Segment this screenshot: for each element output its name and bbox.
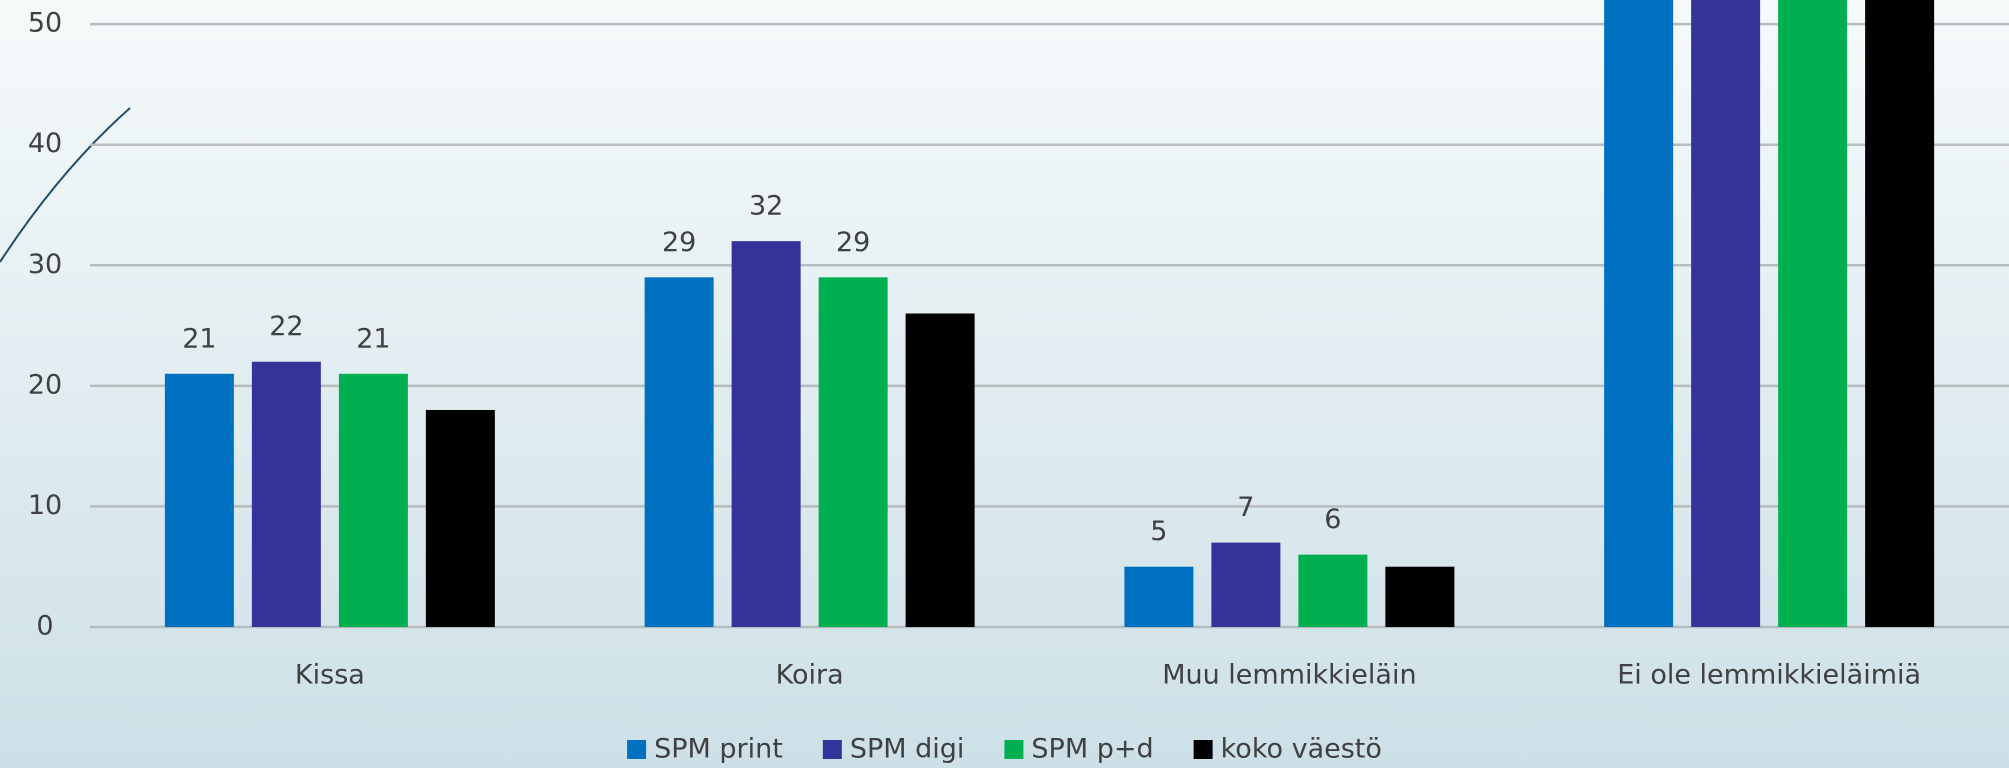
- bar: [1778, 0, 1848, 627]
- legend-swatch: [822, 740, 842, 759]
- data-label: 21: [182, 323, 216, 354]
- bar: [818, 277, 888, 627]
- data-label: 21: [356, 323, 390, 354]
- x-tick-label: Kissa: [295, 660, 365, 691]
- y-tick-label: 30: [28, 249, 62, 280]
- legend-label: koko väestö: [1221, 734, 1382, 765]
- y-tick-label: 10: [28, 490, 62, 521]
- decoration: [0, 107, 131, 263]
- legend-swatch: [1193, 740, 1213, 759]
- bar: [338, 373, 408, 627]
- y-tick-label: 20: [28, 369, 62, 400]
- data-label: 32: [749, 191, 783, 222]
- bar: [1298, 554, 1368, 627]
- bar: [644, 277, 714, 627]
- bar: [1604, 0, 1674, 627]
- data-label: 7: [1237, 492, 1254, 523]
- data-label: 29: [662, 227, 696, 258]
- plot-area: 212221293229576535253: [164, 0, 1935, 628]
- bar: [164, 373, 234, 627]
- bar: [731, 241, 801, 627]
- bar: [425, 409, 495, 627]
- legend-label: SPM digi: [850, 734, 965, 765]
- legend-label: SPM p+d: [1031, 734, 1153, 765]
- grid: 0 10 20 30 40 50 Kissa Koira Muu lemmikkieläin Ei…: [28, 8, 2009, 691]
- x-tick-label: Ei ole lemmikkieläimiä: [1617, 660, 1921, 691]
- y-tick-label: 0: [36, 611, 53, 642]
- bar: [905, 313, 975, 627]
- legend-swatch: [1004, 740, 1024, 759]
- bar: [1211, 542, 1281, 627]
- x-tick-label: Koira: [776, 660, 844, 691]
- data-label: 22: [269, 311, 303, 342]
- bar: [1385, 566, 1455, 627]
- legend-swatch: [627, 740, 647, 759]
- bar: [1865, 0, 1935, 628]
- y-tick-label: 50: [28, 8, 62, 39]
- data-label: 29: [836, 227, 870, 258]
- legend-label: SPM print: [654, 734, 783, 765]
- bar: [251, 361, 321, 627]
- bar: [1691, 0, 1761, 627]
- data-label: 6: [1324, 504, 1341, 535]
- data-label: 5: [1150, 516, 1167, 547]
- bar: [1124, 566, 1194, 627]
- y-tick-label: 40: [28, 128, 62, 159]
- x-tick-label: Muu lemmikkieläin: [1162, 660, 1416, 691]
- legend: SPM print SPM digi SPM p+d koko väestö: [627, 734, 1382, 765]
